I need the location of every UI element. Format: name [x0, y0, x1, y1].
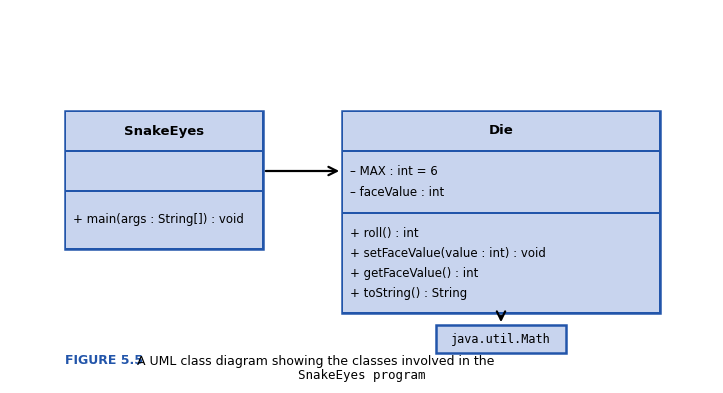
Bar: [66, 192, 262, 248]
Bar: [436, 325, 566, 353]
Text: + setFaceValue(value : int) : void: + setFaceValue(value : int) : void: [350, 246, 546, 259]
Bar: [343, 214, 659, 312]
Text: + main(args : String[]) : void: + main(args : String[]) : void: [73, 213, 244, 226]
Text: FIGURE 5.5: FIGURE 5.5: [65, 354, 143, 367]
Text: java.util.Math: java.util.Math: [451, 332, 551, 345]
Bar: [66, 152, 262, 190]
Bar: [343, 112, 659, 150]
Text: – faceValue : int: – faceValue : int: [350, 186, 444, 199]
Text: SnakeEyes: SnakeEyes: [124, 125, 204, 138]
Text: SnakeEyes program: SnakeEyes program: [298, 369, 425, 382]
Bar: [342, 111, 660, 313]
Text: A UML class diagram showing the classes involved in the: A UML class diagram showing the classes …: [137, 354, 495, 367]
Text: + toString() : String: + toString() : String: [350, 286, 467, 299]
Bar: [66, 112, 262, 150]
Bar: [343, 152, 659, 212]
Text: Die: Die: [489, 125, 513, 138]
Bar: [65, 111, 263, 249]
Text: – MAX : int = 6: – MAX : int = 6: [350, 165, 437, 178]
Text: + getFaceValue() : int: + getFaceValue() : int: [350, 266, 479, 279]
Text: + roll() : int: + roll() : int: [350, 226, 419, 239]
